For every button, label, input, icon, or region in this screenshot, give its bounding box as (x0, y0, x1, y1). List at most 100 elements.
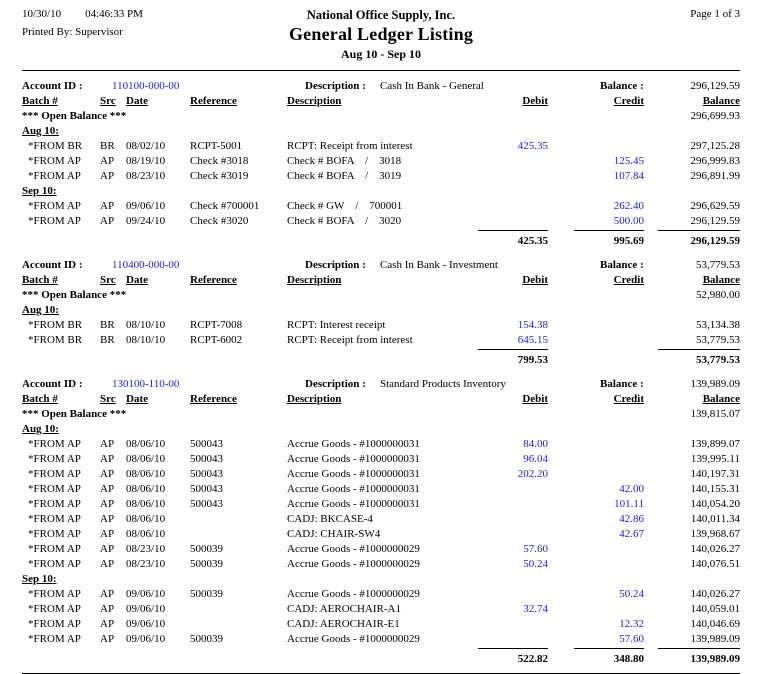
column-header-credit: Credit (613, 95, 644, 107)
transaction-description: Accrue Goods - #1000000031 (287, 438, 420, 450)
debit-amount[interactable]: 84.00 (523, 438, 548, 450)
account-id-label: Account ID : (22, 259, 83, 271)
batch-number: *FROM AP (28, 498, 81, 510)
transaction-description: Accrue Goods - #1000000031 (287, 453, 420, 465)
credit-amount (548, 602, 644, 617)
transaction-description: Check # GW / 700001 (287, 200, 403, 212)
transaction-date: 09/06/10 (126, 603, 166, 615)
transaction-date: 08/23/10 (126, 543, 166, 555)
debit-amount[interactable]: 154.38 (517, 319, 548, 331)
debit-amount[interactable]: 32.74 (523, 603, 548, 615)
batch-number: *FROM AP (28, 633, 81, 645)
running-balance: 139,989.09 (690, 633, 741, 645)
running-balance: 139,899.07 (690, 438, 741, 450)
account-id-link[interactable]: 110400-000-00 (112, 259, 180, 271)
credit-amount[interactable]: 125.45 (613, 155, 644, 167)
source-code: AP (100, 215, 115, 227)
month-group: Aug 10: *FROM BR BR 08/10/10 RCPT-7008 R… (22, 303, 740, 348)
debit-amount (468, 482, 548, 497)
transaction-row: *FROM AP AP 08/23/10 500039 Accrue Goods… (22, 542, 740, 557)
credit-amount[interactable]: 42.00 (619, 483, 644, 495)
open-balance-value: 139,815.07 (690, 408, 741, 420)
transaction-date: 08/19/10 (126, 155, 166, 167)
account-header-row: Account ID : 130100-110-00 Description :… (22, 376, 740, 392)
source-code: AP (100, 618, 115, 630)
transaction-description: CADJ: AEROCHAIR-A1 (287, 603, 401, 615)
transaction-row: *FROM AP AP 08/23/10 500039 Accrue Goods… (22, 557, 740, 572)
reference-number: 500039 (190, 588, 223, 600)
credit-amount (548, 467, 644, 482)
batch-number: *FROM AP (28, 558, 81, 570)
batch-number: *FROM BR (28, 334, 83, 346)
debit-amount (468, 214, 548, 229)
print-time: 04:46:33 PM (85, 8, 143, 20)
batch-number: *FROM AP (28, 603, 81, 615)
reference-number: 500043 (190, 468, 223, 480)
transaction-row: *FROM AP AP 09/06/10 CADJ: AEROCHAIR-E1 … (22, 617, 740, 632)
debit-amount[interactable]: 202.20 (517, 468, 548, 480)
debit-amount[interactable]: 425.35 (517, 140, 548, 152)
transaction-description: Accrue Goods - #1000000029 (287, 543, 420, 555)
column-header-date: Date (126, 393, 148, 405)
running-balance: 296,891.99 (690, 170, 741, 182)
transaction-row: *FROM BR BR 08/10/10 RCPT-7008 RCPT: Int… (22, 318, 740, 333)
account-description: Cash In Bank - Investment (380, 259, 498, 271)
transaction-row: *FROM BR BR 08/02/10 RCPT-5001 RCPT: Rec… (22, 139, 740, 154)
column-header-debit: Debit (522, 95, 548, 107)
credit-amount[interactable]: 12.32 (619, 618, 644, 630)
credit-amount[interactable]: 500.00 (613, 215, 644, 227)
batch-number: *FROM AP (28, 438, 81, 450)
transaction-row: *FROM AP AP 08/06/10 CADJ: CHAIR-SW4 42.… (22, 527, 740, 542)
credit-amount[interactable]: 42.86 (619, 513, 644, 525)
month-group: Aug 10: *FROM AP AP 08/06/10 500043 Accr… (22, 422, 740, 572)
debit-amount[interactable]: 50.24 (523, 558, 548, 570)
transaction-date: 09/24/10 (126, 215, 166, 227)
running-balance: 139,968.67 (690, 528, 741, 540)
batch-number: *FROM AP (28, 588, 81, 600)
total-credit: 995.69 (574, 230, 644, 250)
running-balance: 140,059.01 (690, 603, 741, 615)
column-header-balance: Balance (702, 95, 740, 107)
source-code: AP (100, 498, 115, 510)
account-id-link[interactable]: 110100-000-00 (112, 80, 180, 92)
debit-amount[interactable]: 96.04 (523, 453, 548, 465)
transaction-description: Accrue Goods - #1000000029 (287, 633, 420, 645)
reference-number: Check #3019 (190, 170, 249, 182)
credit-amount[interactable]: 50.24 (619, 588, 644, 600)
debit-amount[interactable]: 57.60 (523, 543, 548, 555)
reference-number: RCPT-6002 (190, 334, 243, 346)
transaction-description: RCPT: Receipt from interest (287, 140, 413, 152)
source-code: AP (100, 558, 115, 570)
transaction-date: 08/23/10 (126, 170, 166, 182)
credit-amount[interactable]: 57.60 (619, 633, 644, 645)
source-code: AP (100, 155, 115, 167)
credit-amount[interactable]: 101.11 (614, 498, 644, 510)
total-debit: 799.53 (478, 349, 548, 369)
transaction-date: 08/10/10 (126, 334, 166, 346)
debit-amount[interactable]: 645.15 (517, 334, 548, 346)
reference-number: RCPT-7008 (190, 319, 243, 331)
credit-amount[interactable]: 262.40 (613, 200, 644, 212)
source-code: AP (100, 483, 115, 495)
column-header-debit: Debit (522, 274, 548, 286)
debit-amount (468, 199, 548, 214)
reference-number: 500043 (190, 498, 223, 510)
account-balance: 139,989.09 (690, 378, 741, 390)
open-balance-label: *** Open Balance *** (22, 408, 127, 420)
totals-row: 425.35 995.69 296,129.59 (22, 230, 740, 250)
reference-number: Check #3020 (190, 215, 249, 227)
credit-amount[interactable]: 42.67 (619, 528, 644, 540)
company-name: National Office Supply, Inc. (306, 8, 456, 22)
batch-number: *FROM AP (28, 483, 81, 495)
report-title: General Ledger Listing (288, 24, 474, 44)
account-id-link[interactable]: 130100-110-00 (112, 378, 180, 390)
batch-number: *FROM AP (28, 215, 81, 227)
totals-row: 522.82 348.80 139,989.09 (22, 648, 740, 668)
balance-label: Balance : (600, 378, 644, 390)
transaction-date: 08/06/10 (126, 453, 166, 465)
credit-amount[interactable]: 107.84 (613, 170, 644, 182)
running-balance: 140,011.34 (690, 513, 740, 525)
column-header-batch: Batch # (22, 274, 58, 286)
source-code: AP (100, 528, 115, 540)
account-id-label: Account ID : (22, 378, 83, 390)
